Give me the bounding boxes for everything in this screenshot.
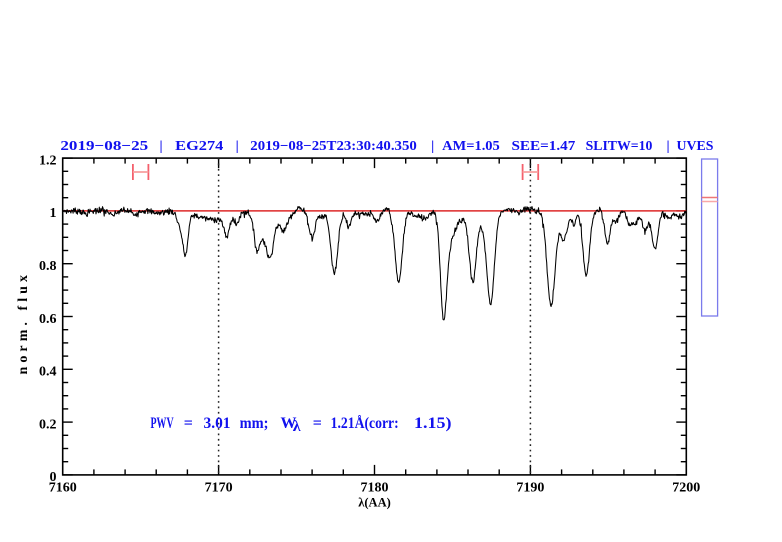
svg-text:SLITW=10: SLITW=10 (586, 139, 653, 154)
svg-text:EG274: EG274 (175, 139, 223, 154)
svg-text:UVES: UVES (677, 139, 714, 154)
svg-text:0.6: 0.6 (39, 312, 57, 327)
svg-text:mm;: mm; (240, 415, 269, 432)
svg-text:|: | (667, 139, 670, 154)
svg-text:7200: 7200 (672, 481, 700, 496)
svg-text:W: W (281, 415, 297, 432)
svg-text:1.15): 1.15) (414, 415, 452, 432)
svg-text:0.4: 0.4 (39, 365, 57, 380)
svg-text:3.01: 3.01 (204, 415, 231, 432)
svg-text:0: 0 (50, 470, 57, 485)
svg-text:AM=1.05: AM=1.05 (442, 139, 500, 154)
svg-text:=: = (313, 415, 322, 432)
svg-text:|: | (236, 139, 239, 154)
svg-text:λ: λ (293, 418, 301, 435)
svg-text:0.2: 0.2 (39, 417, 57, 432)
svg-text:2019−08−25T23:30:40.350: 2019−08−25T23:30:40.350 (250, 139, 416, 154)
svg-text:1.2: 1.2 (39, 153, 57, 168)
svg-text:norm. flux: norm. flux (16, 271, 31, 375)
svg-text:0.8: 0.8 (39, 259, 57, 274)
svg-text:2019−08−25: 2019−08−25 (60, 139, 148, 154)
svg-text:λ(AA): λ(AA) (358, 496, 391, 510)
svg-text:PWV: PWV (151, 415, 174, 432)
svg-text:1.21Å(corr:: 1.21Å(corr: (331, 414, 399, 432)
svg-text:7190: 7190 (516, 481, 544, 496)
svg-text:=: = (184, 415, 193, 432)
svg-text:7180: 7180 (361, 481, 389, 496)
svg-text:SEE=1.47: SEE=1.47 (512, 139, 576, 154)
svg-text:7170: 7170 (205, 481, 233, 496)
svg-text:1: 1 (50, 206, 57, 221)
svg-text:|: | (159, 139, 162, 154)
svg-text:7160: 7160 (49, 481, 77, 496)
svg-text:|: | (431, 139, 434, 154)
